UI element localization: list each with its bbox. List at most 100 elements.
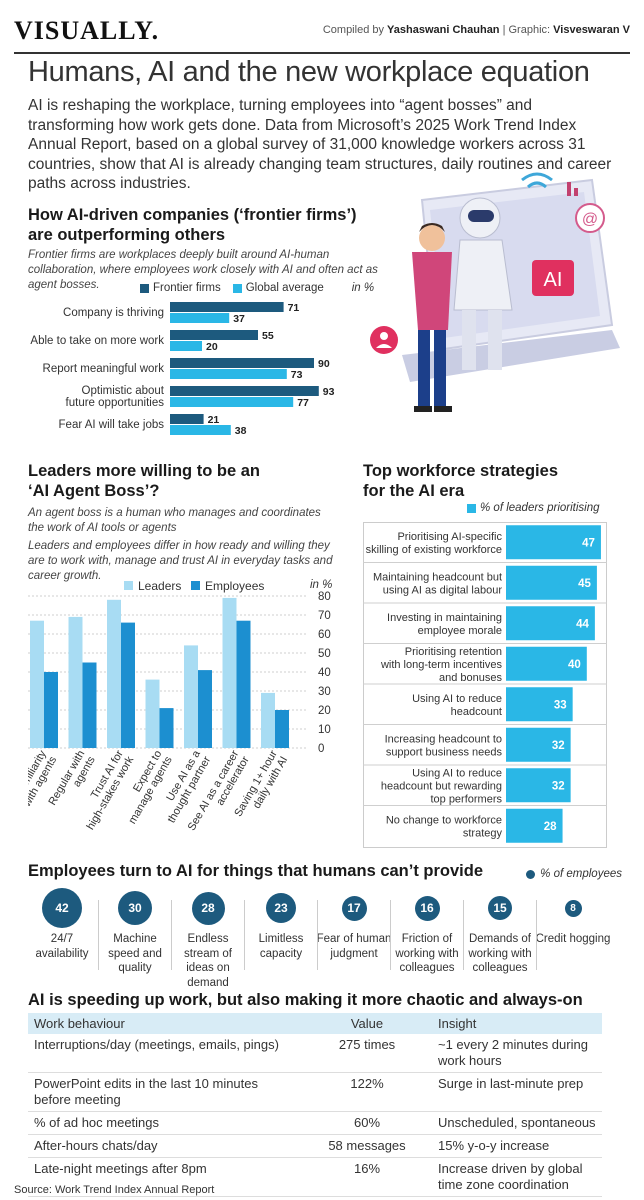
leaders-bar-chart: Leaders Employees in %01020304050607080Fam… [28, 579, 332, 833]
robot-illustration [453, 197, 513, 370]
employee-value-bubble: 16 [414, 895, 440, 921]
strategy-label: with long-term incentives [380, 659, 503, 671]
employee-reason-item: 23 Limitless capacity [243, 888, 319, 961]
y-tick-label: 50 [318, 648, 331, 660]
employees-legend: % of employees [526, 868, 622, 880]
leaders-title-line2: ‘AI Agent Boss’? [28, 482, 160, 500]
strategies-title-line1: Top workforce strategies [363, 462, 558, 480]
employee-value-bubble: 30 [118, 891, 152, 925]
strategy-value-label: 32 [552, 740, 565, 752]
bar-leaders [184, 645, 198, 748]
legend-swatch-frontier [140, 283, 149, 293]
frontier-note: Frontier firms are workplaces deeply bui… [28, 249, 378, 291]
employee-reason-label: Endless stream of ideas on demand [184, 933, 232, 989]
col-header-insight: Insight [432, 1013, 602, 1034]
leaders-title: Leaders more willing to be an ‘AI Agent … [28, 461, 260, 501]
leaders-unit: in % [310, 579, 332, 591]
bar-employees [198, 670, 212, 748]
bar-employees [159, 708, 174, 748]
frontier-title-line2: are outperforming others [28, 226, 226, 244]
behaviour-cell: Interruptions/day (meetings, emails, pin… [28, 1034, 302, 1073]
strategy-label: skilling of existing workforce [366, 544, 502, 556]
y-tick-label: 20 [318, 705, 331, 717]
employee-reason-label: Machine speed and quality [108, 933, 162, 974]
behaviour-cell: Late-night meetings after 8pm [28, 1157, 302, 1197]
legend-frontier-label: Frontier firms [153, 282, 221, 294]
y-tick-label: 40 [318, 667, 331, 679]
legend-swatch-global [232, 283, 242, 293]
table-row: PowerPoint edits in the last 10 minutes … [28, 1072, 602, 1112]
bar-frontier [170, 330, 258, 340]
strategy-label: headcount [451, 706, 502, 718]
value-cell: 16% [302, 1157, 432, 1197]
strategy-label: Increasing headcount to [385, 733, 502, 745]
employee-bubble-wrap: 28 [170, 888, 246, 928]
bar-leaders [261, 692, 275, 748]
strategy-bar [506, 525, 601, 560]
bar-value-label: 21 [208, 414, 220, 426]
brand-logo: VISUALLY. [14, 16, 160, 45]
strategy-value-label: 28 [544, 821, 557, 833]
employee-divider [171, 900, 172, 970]
employee-value-bubble: 42 [42, 888, 82, 928]
employee-reason-label: 24/7 availability [35, 933, 89, 960]
strategy-value-label: 33 [554, 699, 567, 711]
employee-bubble-wrap: 16 [389, 888, 465, 928]
insight-cell: ~1 every 2 minutes during work hours [432, 1034, 602, 1073]
employee-reason-label: Fear of human judgment [316, 933, 392, 960]
employee-reason-label: Friction of working with colleagues [395, 933, 459, 974]
bar-global [170, 313, 230, 323]
strategy-value-label: 32 [552, 780, 565, 792]
frontier-unit: in % [351, 282, 375, 294]
table-row: % of ad hoc meetings 60% Unscheduled, spon… [28, 1111, 602, 1135]
y-tick-label: 10 [318, 724, 331, 736]
strategy-value-label: 40 [568, 659, 581, 671]
leaders-note-2: Leaders and employees differ in how read… [28, 540, 333, 582]
employee-divider [463, 900, 464, 970]
insight-cell: Surge in last-minute prep [432, 1072, 602, 1112]
strategy-value-label: 45 [578, 578, 591, 590]
strategy-label: Maintaining headcount but [373, 571, 502, 583]
leaders-note-1: An agent boss is a human who manages and… [28, 507, 321, 534]
frontier-title: How AI-driven companies (‘frontier firms… [28, 205, 357, 245]
ai-badge-text: AI [544, 269, 563, 291]
bar-frontier [170, 386, 319, 396]
user-profile-icon [370, 326, 398, 354]
legend-employees-label: Employees [205, 579, 264, 593]
bar-frontier [170, 302, 284, 312]
bar-leaders [30, 620, 44, 748]
legend-dot-employees [526, 869, 536, 879]
bar-value-label: 38 [235, 425, 247, 437]
y-tick-label: 80 [318, 591, 331, 603]
strategies-title-line2: for the AI era [363, 482, 465, 500]
strategy-label: headcount but rewarding [381, 780, 502, 792]
legend-leaders-label: Leaders [138, 579, 181, 593]
page-title: Humans, AI and the new workplace equatio… [28, 56, 590, 88]
employee-divider [390, 900, 391, 970]
strategy-label: using AI as digital labour [383, 584, 503, 596]
strategy-bar [506, 606, 595, 641]
strategy-label: employee morale [418, 625, 502, 637]
employee-value-bubble: 28 [191, 891, 225, 925]
table-row: Late-night meetings after 8pm 16% Increase… [28, 1157, 602, 1197]
bar-frontier [170, 358, 314, 368]
work-behaviour-table: Work behaviour Value Insight Interruptio… [28, 1013, 602, 1197]
employee-reason-label: Demands of working with colleagues [468, 933, 532, 974]
employee-divider [244, 900, 245, 970]
y-tick-label: 70 [318, 610, 331, 622]
employee-bubble-wrap: 30 [97, 888, 173, 928]
bar-value-label: 37 [233, 313, 245, 325]
employee-bubble-wrap: 23 [243, 888, 319, 928]
strategy-bar [506, 646, 587, 681]
behaviour-cell: After-hours chats/day [28, 1134, 302, 1158]
at-symbol-bubble: @ [575, 203, 605, 233]
bar-employees [121, 622, 135, 748]
ai-screen-badge: AI [532, 260, 574, 296]
bar-leaders [107, 599, 121, 748]
strategy-label: Using AI to reduce [412, 767, 502, 779]
employee-reason-item: 28 Endless stream of ideas on demand [170, 888, 246, 990]
bar-employees [44, 672, 58, 748]
employee-value-bubble: 15 [488, 896, 512, 920]
bar-value-label: 55 [262, 330, 274, 342]
work-title: AI is speeding up work, but also making … [28, 991, 583, 1009]
